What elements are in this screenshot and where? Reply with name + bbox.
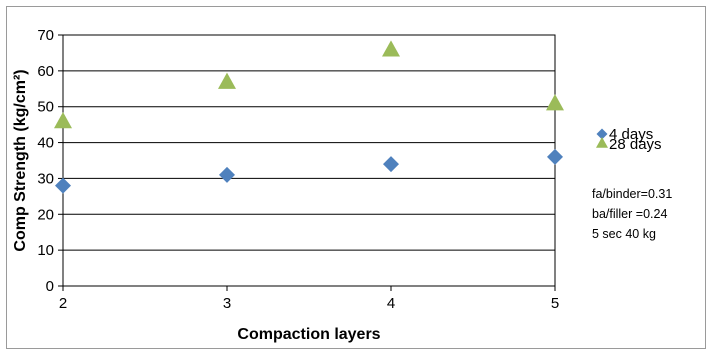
x-tick-label: 3 [223,295,231,312]
x-tick-label: 4 [387,295,395,312]
point-4-days [219,166,235,183]
chart-frame [6,6,706,349]
y-axis-ticks: 0 10 20 30 40 50 60 70 [37,27,63,295]
point-28-days [218,72,236,89]
point-28-days [382,40,400,57]
point-4-days [547,148,563,165]
y-tick-label: 20 [37,206,54,223]
annotation-line: ba/filler =0.24 [592,207,668,221]
legend-item-4-days: 4 days [596,126,653,143]
legend: 4 days 28 days [596,126,662,153]
y-tick-label: 40 [37,135,54,152]
data-points [54,40,564,194]
x-axis-title: Compaction layers [237,326,380,343]
gridlines [63,34,555,287]
y-tick-label: 60 [37,63,54,80]
point-4-days [55,177,71,194]
plot-area [62,34,556,287]
x-tick-label: 2 [59,295,67,312]
y-tick-label: 50 [37,99,54,116]
annotation-box: fa/binder=0.31 ba/filler =0.24 5 sec 40 … [592,184,672,244]
legend-marker-28-days [596,137,608,148]
legend-label-4-days: 4 days [609,126,653,143]
x-axis-ticks: 2 3 4 5 [59,286,559,312]
point-28-days [546,94,564,111]
y-tick-label: 30 [37,170,54,187]
legend-label-28-days: 28 days [609,136,662,153]
y-tick-label: 0 [46,278,54,295]
annotation-line: 5 sec 40 kg [592,227,656,241]
legend-item-28-days: 28 days [596,136,662,153]
x-tick-label: 5 [551,295,559,312]
annotation-line: fa/binder=0.31 [592,187,673,201]
y-tick-label: 10 [37,242,54,259]
point-4-days [383,156,399,173]
y-tick-label: 70 [37,27,54,44]
y-axis-title: Comp Strength (kg/cm²) [12,69,29,251]
legend-marker-4-days [596,128,608,140]
point-28-days [54,112,72,129]
